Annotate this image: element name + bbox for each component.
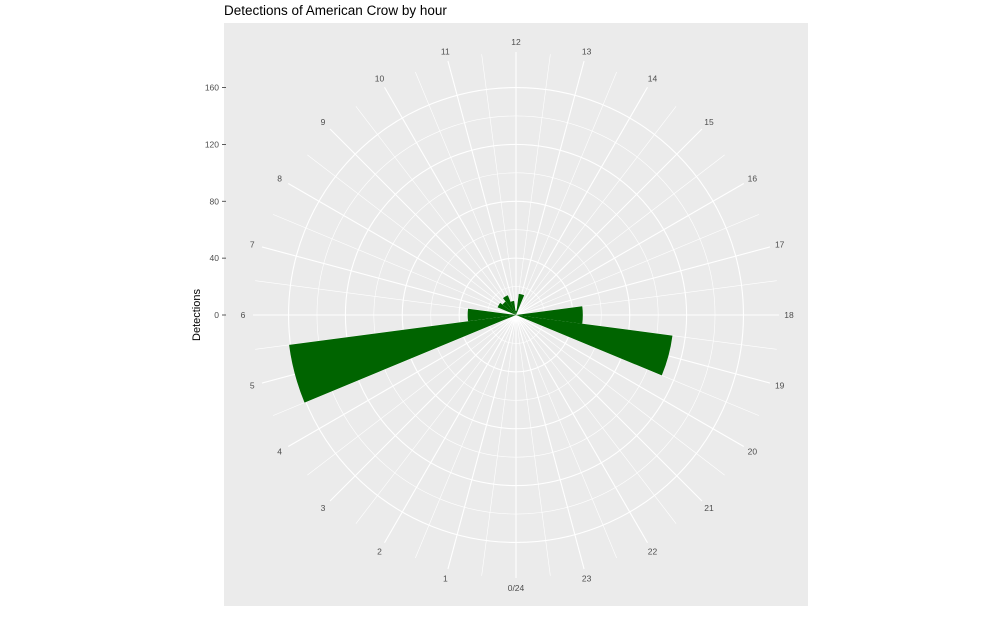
hour-label: 9 <box>321 117 326 127</box>
grid-spoke-minor <box>481 314 517 576</box>
polar-grid <box>253 52 779 578</box>
bar-hour-18 <box>516 306 583 324</box>
bar-hour-10 <box>503 295 516 315</box>
grid-spoke-minor <box>355 314 517 524</box>
grid-spoke-minor <box>481 54 517 316</box>
bar-hour-5 <box>289 315 516 403</box>
grid-spoke-major <box>447 60 517 316</box>
hour-label: 18 <box>784 310 794 320</box>
grid-spoke-major <box>384 314 517 544</box>
grid-spoke-major <box>515 314 648 544</box>
hour-label: 17 <box>775 239 785 249</box>
hour-label: 12 <box>511 37 521 47</box>
grid-spoke-minor <box>307 154 517 316</box>
hour-label: 20 <box>748 447 758 457</box>
grid-spoke-major <box>287 183 517 316</box>
hour-label: 14 <box>648 74 658 84</box>
bar-hour-13 <box>516 293 525 315</box>
grid-spoke-major <box>515 183 745 316</box>
grid-spoke-minor <box>515 280 777 316</box>
grid-spoke-major <box>329 128 517 316</box>
bar-hour-6 <box>467 308 516 322</box>
hour-label: 2 <box>377 546 382 556</box>
grid-spoke-minor <box>515 214 760 316</box>
y-tick-label: 120 <box>205 139 219 149</box>
y-tick-label: 40 <box>210 253 220 263</box>
hour-label: 15 <box>704 117 714 127</box>
grid-spoke-major <box>329 314 517 502</box>
y-axis: 0 40 80 120 160 <box>205 83 226 320</box>
grid-spoke-minor <box>515 54 551 316</box>
grid-spoke-major <box>515 60 585 316</box>
grid-spoke-minor <box>272 214 517 316</box>
grid-spoke-major <box>261 246 517 316</box>
bar-hour-12 <box>515 310 517 315</box>
grid-spoke-minor <box>515 314 551 576</box>
hour-label: 3 <box>321 503 326 513</box>
bar-hour-8 <box>497 302 516 315</box>
grid-spoke-major <box>515 246 771 316</box>
grid-spoke-major <box>515 314 585 570</box>
y-tick-label: 160 <box>205 83 219 93</box>
hour-label: 19 <box>775 381 785 391</box>
bars <box>289 293 673 403</box>
grid-spoke-minor <box>307 314 517 476</box>
grid-spoke-major <box>515 314 703 502</box>
grid-spoke-minor <box>355 106 517 316</box>
hour-label: 22 <box>648 546 658 556</box>
grid-spoke-minor <box>415 71 517 316</box>
hour-labels: 0/24123456789101112131415161718192021222… <box>241 37 794 593</box>
grid-spoke-minor <box>515 154 725 316</box>
grid-spoke-major <box>515 128 703 316</box>
grid-spoke-minor <box>515 314 677 524</box>
hour-label: 21 <box>704 503 714 513</box>
grid-spoke-major <box>515 86 648 316</box>
y-axis-label: Detections <box>191 289 203 341</box>
hour-label: 10 <box>375 74 385 84</box>
chart-title: Detections of American Crow by hour <box>224 3 447 18</box>
hour-label: 4 <box>277 447 282 457</box>
hour-label: 11 <box>441 46 450 56</box>
grid-spoke-major <box>287 314 517 447</box>
bar-hour-9 <box>502 301 516 315</box>
grid-spoke-minor <box>515 106 677 316</box>
y-tick-label: 80 <box>210 196 220 206</box>
grid-spoke-minor <box>415 314 517 559</box>
hour-label: 7 <box>250 239 255 249</box>
grid-spoke-major <box>384 86 517 316</box>
grid-spoke-major <box>515 314 745 447</box>
y-tick-label: 0 <box>214 310 219 320</box>
hour-label: 6 <box>241 310 246 320</box>
bar-hour-19 <box>516 315 673 376</box>
grid-spoke-minor <box>515 71 617 316</box>
grid-spoke-major <box>447 314 517 570</box>
hour-label: 13 <box>582 46 592 56</box>
hour-label: 5 <box>250 381 255 391</box>
hour-label: 1 <box>443 574 448 584</box>
grid-spoke-minor <box>515 314 617 559</box>
hour-label: 23 <box>582 574 592 584</box>
hour-label: 8 <box>277 174 282 184</box>
bar-hour-11 <box>510 300 516 315</box>
grid-spoke-minor <box>515 314 777 350</box>
hour-label: 16 <box>748 174 758 184</box>
grid-spoke-minor <box>515 314 725 476</box>
hour-label: 0/24 <box>508 583 525 593</box>
